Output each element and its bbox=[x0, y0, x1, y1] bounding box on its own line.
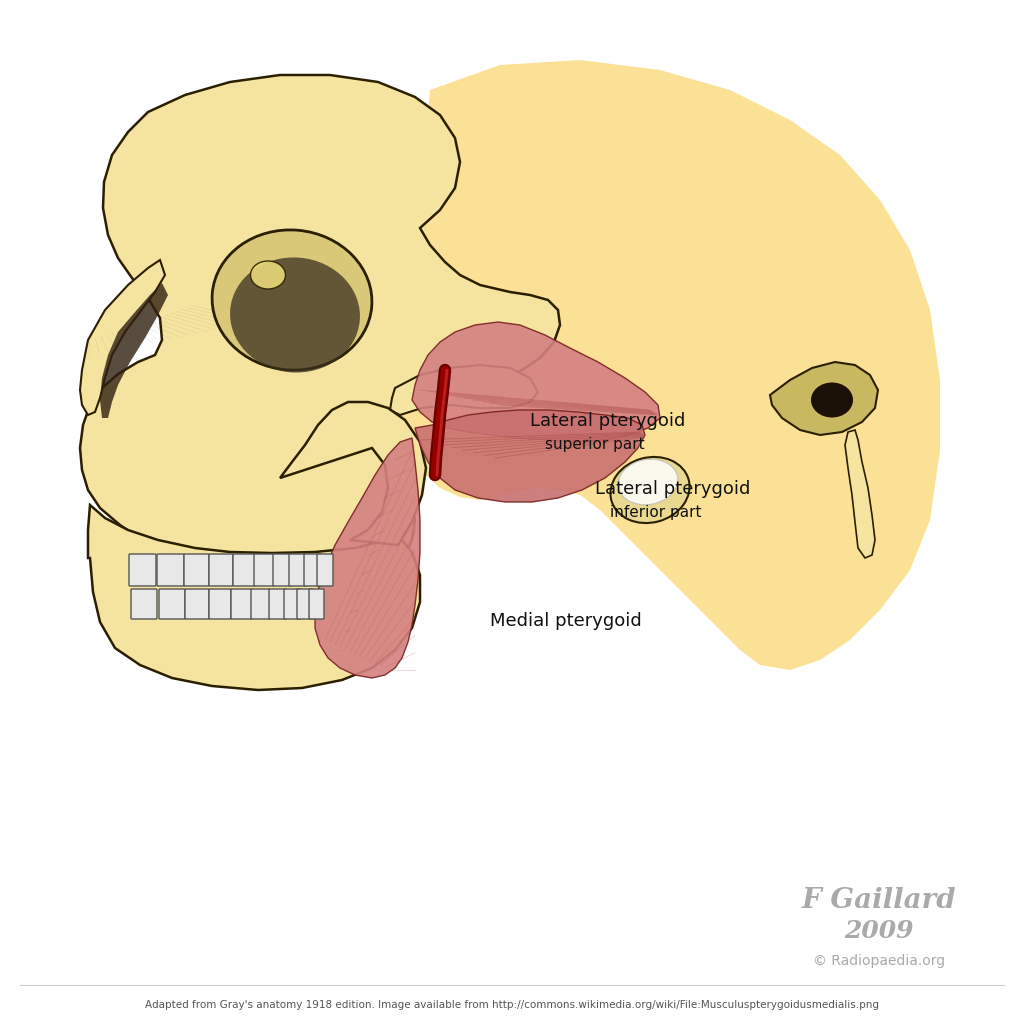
Polygon shape bbox=[100, 283, 168, 418]
Text: superior part: superior part bbox=[545, 437, 645, 452]
FancyBboxPatch shape bbox=[209, 589, 231, 618]
Text: Lateral pterygoid: Lateral pterygoid bbox=[530, 412, 685, 430]
Polygon shape bbox=[415, 410, 645, 502]
Polygon shape bbox=[845, 430, 874, 558]
FancyBboxPatch shape bbox=[209, 554, 233, 586]
Ellipse shape bbox=[610, 457, 689, 523]
Text: F Gaillard: F Gaillard bbox=[801, 888, 956, 914]
FancyBboxPatch shape bbox=[251, 589, 270, 618]
Text: © Radiopaedia.org: © Radiopaedia.org bbox=[812, 953, 945, 968]
FancyBboxPatch shape bbox=[129, 554, 156, 586]
FancyBboxPatch shape bbox=[284, 589, 301, 618]
Polygon shape bbox=[315, 438, 420, 678]
Ellipse shape bbox=[212, 230, 372, 370]
Polygon shape bbox=[280, 402, 426, 545]
FancyBboxPatch shape bbox=[157, 554, 184, 586]
Text: 2009: 2009 bbox=[844, 920, 913, 943]
FancyBboxPatch shape bbox=[297, 589, 313, 618]
Polygon shape bbox=[88, 505, 420, 690]
Polygon shape bbox=[390, 365, 538, 415]
Polygon shape bbox=[80, 75, 560, 585]
Ellipse shape bbox=[618, 459, 678, 505]
Polygon shape bbox=[80, 260, 165, 415]
FancyBboxPatch shape bbox=[185, 589, 209, 618]
FancyBboxPatch shape bbox=[231, 589, 252, 618]
Ellipse shape bbox=[811, 383, 853, 418]
FancyBboxPatch shape bbox=[317, 554, 333, 586]
Polygon shape bbox=[770, 362, 878, 435]
FancyBboxPatch shape bbox=[273, 554, 292, 586]
FancyBboxPatch shape bbox=[184, 554, 209, 586]
FancyBboxPatch shape bbox=[269, 589, 287, 618]
Text: inferior part: inferior part bbox=[610, 505, 701, 520]
FancyBboxPatch shape bbox=[304, 554, 321, 586]
Text: Adapted from Gray's anatomy 1918 edition. Image available from http://commons.wi: Adapted from Gray's anatomy 1918 edition… bbox=[145, 1000, 879, 1010]
FancyBboxPatch shape bbox=[289, 554, 307, 586]
Polygon shape bbox=[390, 60, 940, 670]
Ellipse shape bbox=[251, 261, 286, 289]
Ellipse shape bbox=[230, 257, 360, 373]
FancyBboxPatch shape bbox=[254, 554, 274, 586]
FancyBboxPatch shape bbox=[159, 589, 185, 618]
Text: Lateral pterygoid: Lateral pterygoid bbox=[595, 480, 751, 498]
FancyBboxPatch shape bbox=[131, 589, 157, 618]
FancyBboxPatch shape bbox=[233, 554, 255, 586]
FancyBboxPatch shape bbox=[309, 589, 324, 618]
Polygon shape bbox=[412, 322, 660, 442]
Text: Medial pterygoid: Medial pterygoid bbox=[490, 612, 642, 630]
